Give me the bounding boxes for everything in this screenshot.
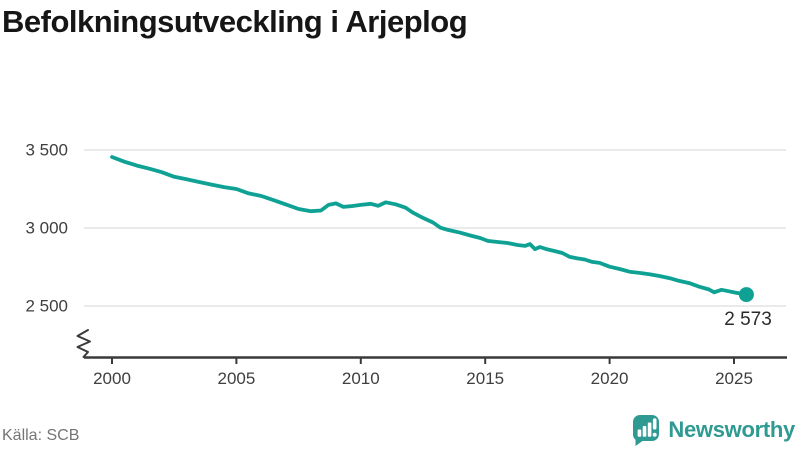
source-label: Källa: SCB <box>2 427 80 444</box>
x-tick-label-2020: 2020 <box>591 369 629 388</box>
latest-value-dot <box>738 287 754 303</box>
newsworthy-wordmark: Newsworthy <box>668 416 795 442</box>
newsworthy-logo[interactable]: Newsworthy <box>631 413 795 446</box>
x-tick-label-2000: 2000 <box>93 369 131 388</box>
y-tick-label-2500: 2 500 <box>25 296 68 315</box>
x-tick-label-2005: 2005 <box>217 369 255 388</box>
latest-value-label: 2 573 <box>724 309 772 330</box>
x-tick-label-2025: 2025 <box>715 369 753 388</box>
y-tick-label-3000: 3 000 <box>25 218 68 237</box>
x-tick-label-2010: 2010 <box>342 369 380 388</box>
axis-break-icon <box>76 329 91 358</box>
bar-chart-speech-bubble-icon <box>633 415 660 446</box>
x-tick-label-2015: 2015 <box>466 369 504 388</box>
population-line <box>110 155 749 297</box>
y-tick-label-3500: 3 500 <box>25 140 68 159</box>
chart-title: Befolkningsutveckling i Arjeplog <box>2 4 468 39</box>
